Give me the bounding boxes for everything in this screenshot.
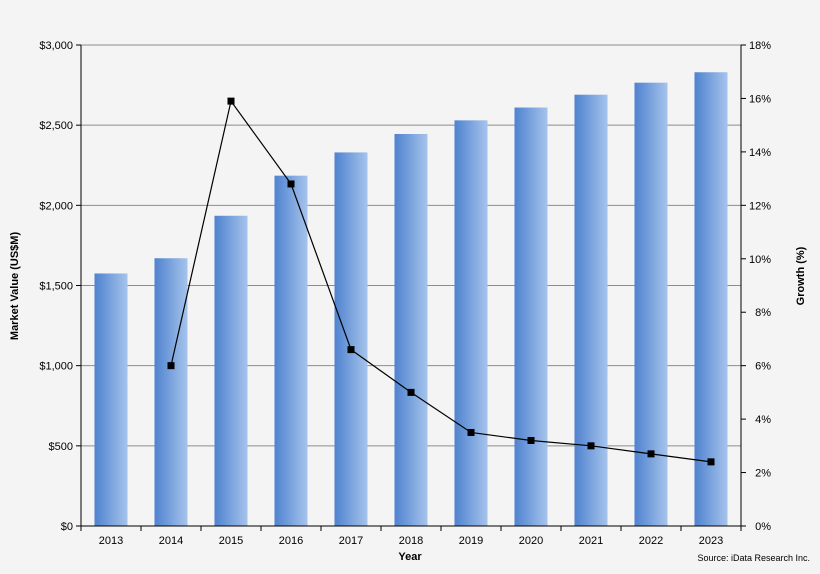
bar [214, 215, 248, 526]
bar [574, 94, 608, 526]
line-layer [167, 97, 715, 466]
y2-tick-label: 6% [755, 361, 771, 373]
growth-point [707, 458, 715, 466]
y-tick-label: $500 [49, 441, 73, 453]
x-tick-label: 2019 [459, 535, 483, 547]
y2-tick-label: 14% [749, 147, 771, 159]
y2-tick-label: 2% [755, 468, 771, 480]
growth-point [647, 450, 655, 458]
y2-axis-title: Growth (%) [795, 246, 807, 305]
growth-line [170, 99, 712, 463]
tick-layer: $0 $500 $1,000 $1,500 $2,000 $2,500 $3,000 0% 2%… [39, 40, 771, 547]
x-tick-label: 2022 [639, 535, 663, 547]
axis-layer [76, 44, 746, 531]
y-axis-title: Market Value (US$M) [9, 232, 21, 341]
bar [454, 120, 488, 527]
x-tick-label: 2015 [219, 535, 243, 547]
y2-tick-label: 16% [749, 93, 771, 105]
growth-point [287, 180, 295, 188]
x-tick-label: 2021 [579, 535, 603, 547]
growth-point [467, 428, 475, 436]
growth-point [227, 97, 235, 105]
bar [514, 107, 548, 526]
bar [154, 258, 188, 526]
bar [94, 273, 128, 526]
x-axis-title: Year [398, 551, 422, 563]
bar [394, 133, 428, 527]
y2-tick-label: 10% [749, 254, 771, 266]
growth-point [407, 388, 415, 396]
bar [334, 152, 368, 526]
y2-tick-label: 4% [755, 414, 771, 426]
growth-point [587, 442, 595, 450]
source-note: Source: iData Research Inc. [697, 553, 810, 563]
bar [274, 175, 308, 526]
growth-point [347, 346, 355, 354]
x-tick-label: 2014 [159, 535, 183, 547]
bar [634, 82, 668, 526]
y-tick-label: $0 [61, 521, 73, 533]
growth-point [527, 436, 535, 444]
bar [694, 72, 728, 527]
y-tick-label: $1,500 [39, 281, 73, 293]
x-tick-label: 2013 [99, 535, 123, 547]
y2-tick-label: 8% [755, 307, 771, 319]
y-tick-label: $1,000 [39, 361, 73, 373]
growth-point [167, 362, 175, 370]
x-tick-label: 2020 [519, 535, 543, 547]
y2-tick-label: 18% [749, 40, 771, 52]
x-tick-label: 2017 [339, 535, 363, 547]
y-tick-label: $2,500 [39, 120, 73, 132]
y2-tick-label: 12% [749, 200, 771, 212]
x-tick-label: 2016 [279, 535, 303, 547]
x-tick-label: 2018 [399, 535, 423, 547]
y2-tick-label: 0% [755, 521, 771, 533]
y-tick-label: $3,000 [39, 40, 73, 52]
y-tick-label: $2,000 [39, 200, 73, 212]
x-tick-label: 2023 [699, 535, 723, 547]
